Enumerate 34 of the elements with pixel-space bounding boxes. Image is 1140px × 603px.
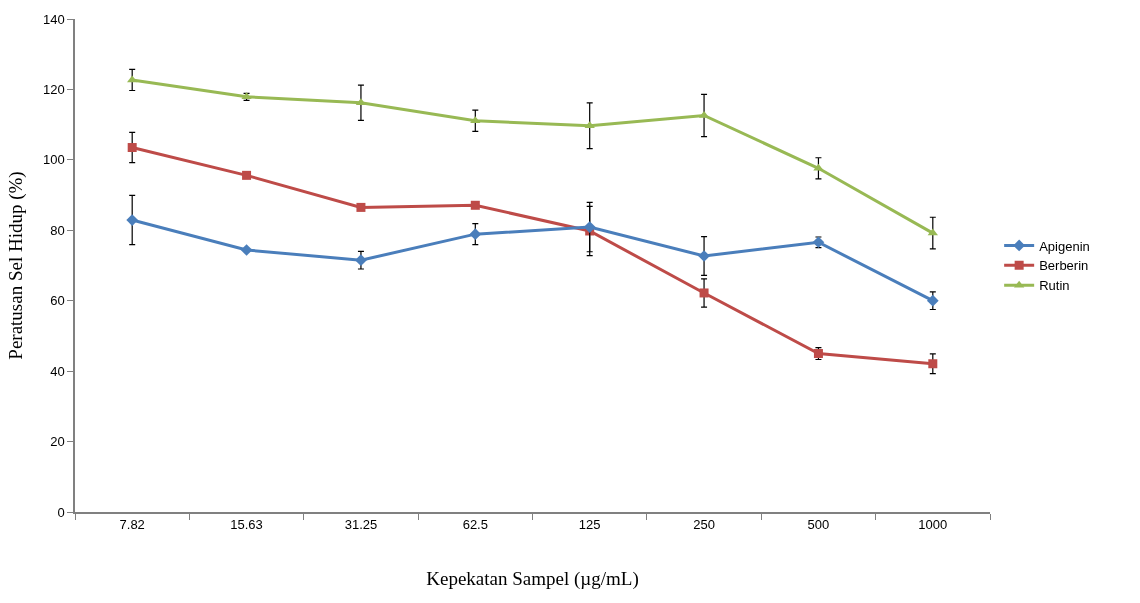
point [699,288,709,298]
y-tick-label: 100 [42,152,65,168]
y-tick-label: 60 [50,293,65,309]
x-tick-label: 7.82 [119,517,145,533]
y-axis-title: Peratusan Sel Hidup (%) [5,171,28,360]
point [469,228,482,241]
legend-label: Rutin [1039,278,1070,294]
legend-label: Apigenin [1039,238,1090,254]
point [355,254,367,267]
x-axis-title: Kepekatan Sampel (µg/mL) [426,567,639,590]
point [127,143,137,153]
y-tick-label: 80 [50,222,65,238]
y-tick-label: 0 [57,504,65,520]
y-tick-label: 40 [50,363,65,379]
y-tick-label: 140 [42,11,65,27]
x-tick-label: 62.5 [462,517,488,533]
point [928,359,938,369]
x-tick-label: 31.25 [344,517,378,533]
x-tick-label: 1000 [918,517,948,533]
point [240,244,253,256]
point [813,163,824,171]
x-tick-label: 500 [807,517,830,533]
point [356,202,366,212]
point [470,116,481,124]
x-tick-label: 125 [578,517,601,533]
y-tick-label: 20 [50,434,65,450]
legend-label: Berberin [1039,258,1089,274]
point [470,200,480,210]
point [926,294,939,307]
x-tick-label: 15.63 [230,517,263,533]
point [242,170,252,180]
y-tick-label: 120 [42,81,65,97]
x-tick-label: 250 [693,517,715,533]
point [126,214,139,226]
